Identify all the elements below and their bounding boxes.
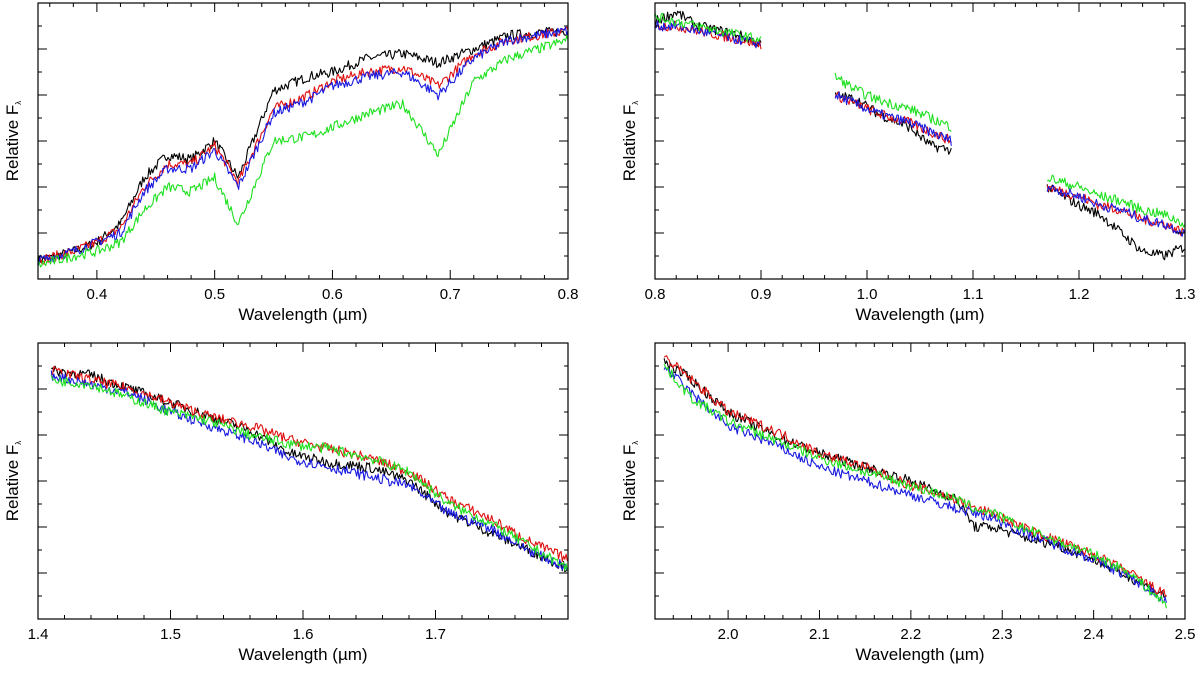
series-line-blue-seg3: [1046, 184, 1186, 237]
series-blue: [654, 20, 1186, 237]
series-black: [654, 10, 1186, 261]
series-black: [50, 365, 568, 573]
series-green: [663, 363, 1167, 609]
x-axis-label: Wavelength (µm): [855, 305, 984, 324]
x-tick-label: 0.8: [645, 286, 666, 303]
x-tick-label: 1.3: [1175, 286, 1196, 303]
x-tick-label: 1.0: [857, 286, 878, 303]
series-line-green-seg1: [50, 375, 568, 571]
x-tick-label: 0.4: [86, 286, 107, 303]
series-line-blue-seg1: [37, 26, 569, 266]
plot-frame: [654, 2, 1186, 280]
series-green: [50, 375, 568, 571]
series-line-red-seg1: [663, 355, 1167, 597]
y-axis-label-text: Relative F: [3, 105, 22, 182]
x-tick-label: 1.6: [293, 626, 314, 643]
x-tick-label: 1.1: [963, 286, 984, 303]
series-black: [37, 26, 569, 266]
panel-4: 2.0 2.1 2.2 2.3 2.4 2.5 Wavelength (µm) Relativ…: [620, 342, 1196, 664]
series-blue: [50, 370, 568, 571]
y-axis-label-text: Relative F: [620, 445, 639, 522]
series-red: [663, 355, 1167, 597]
x-tick-label: 0.7: [440, 286, 461, 303]
x-tick-label: 1.7: [425, 626, 446, 643]
series-line-green-seg1: [654, 12, 762, 43]
x-axis-label: Wavelength (µm): [238, 305, 367, 324]
x-tick-label: 0.6: [322, 286, 343, 303]
panel-1: 0.4 0.5 0.6 0.7 0.8 Wavelength (µm) Relative F…: [3, 2, 579, 324]
series-line-blue-seg2: [834, 91, 952, 146]
x-tick-label: 1.4: [28, 626, 49, 643]
series-line-blue-seg1: [654, 20, 762, 49]
x-tick-label: 1.2: [1069, 286, 1090, 303]
series-line-black-seg1: [37, 26, 569, 266]
panel-2: 0.8 0.9 1.0 1.1 1.2 1.3 Wavelength (µm) Relativ…: [620, 2, 1196, 324]
y-axis-label-subscript: λ: [14, 441, 23, 445]
series-line-green-seg1: [37, 35, 569, 268]
series-blue: [663, 366, 1167, 603]
y-axis-label: Relative Fλ: [3, 101, 23, 182]
y-axis-label-text: Relative F: [620, 105, 639, 182]
series-green: [37, 35, 569, 268]
series-line-blue-seg1: [50, 370, 568, 571]
y-axis-label: Relative Fλ: [620, 441, 640, 522]
x-axis-label: Wavelength (µm): [238, 645, 367, 664]
series-blue: [37, 26, 569, 266]
x-tick-label: 2.4: [1083, 626, 1104, 643]
x-tick-label: 2.0: [718, 626, 739, 643]
series-line-black-seg1: [50, 365, 568, 573]
x-tick-label: 2.2: [900, 626, 921, 643]
series-red: [654, 20, 1186, 237]
x-tick-label: 2.5: [1175, 626, 1196, 643]
panel-3: 1.4 1.5 1.6 1.7 Wavelength (µm) Relative Fλ: [3, 342, 569, 664]
x-tick-label: 2.1: [809, 626, 830, 643]
series-line-green-seg2: [834, 72, 952, 133]
x-tick-label: 1.5: [160, 626, 181, 643]
series-green: [654, 12, 1186, 228]
y-axis-label: Relative Fλ: [620, 101, 640, 182]
y-axis-label-subscript: λ: [631, 101, 640, 105]
y-axis-label-text: Relative F: [3, 445, 22, 522]
y-axis-label: Relative Fλ: [3, 441, 23, 522]
series-line-black-seg3: [1046, 184, 1186, 261]
x-axis-label: Wavelength (µm): [855, 645, 984, 664]
series-line-black-seg2: [834, 91, 952, 155]
x-tick-label: 2.3: [992, 626, 1013, 643]
x-tick-label: 0.5: [204, 286, 225, 303]
series-line-green-seg3: [1046, 174, 1186, 228]
y-axis-label-subscript: λ: [631, 441, 640, 445]
series-line-green-seg1: [663, 363, 1167, 609]
x-tick-label: 0.8: [558, 286, 579, 303]
series-line-blue-seg1: [663, 366, 1167, 603]
y-axis-label-subscript: λ: [14, 101, 23, 105]
series-line-red-seg3: [1046, 184, 1186, 237]
x-tick-label: 0.9: [751, 286, 772, 303]
